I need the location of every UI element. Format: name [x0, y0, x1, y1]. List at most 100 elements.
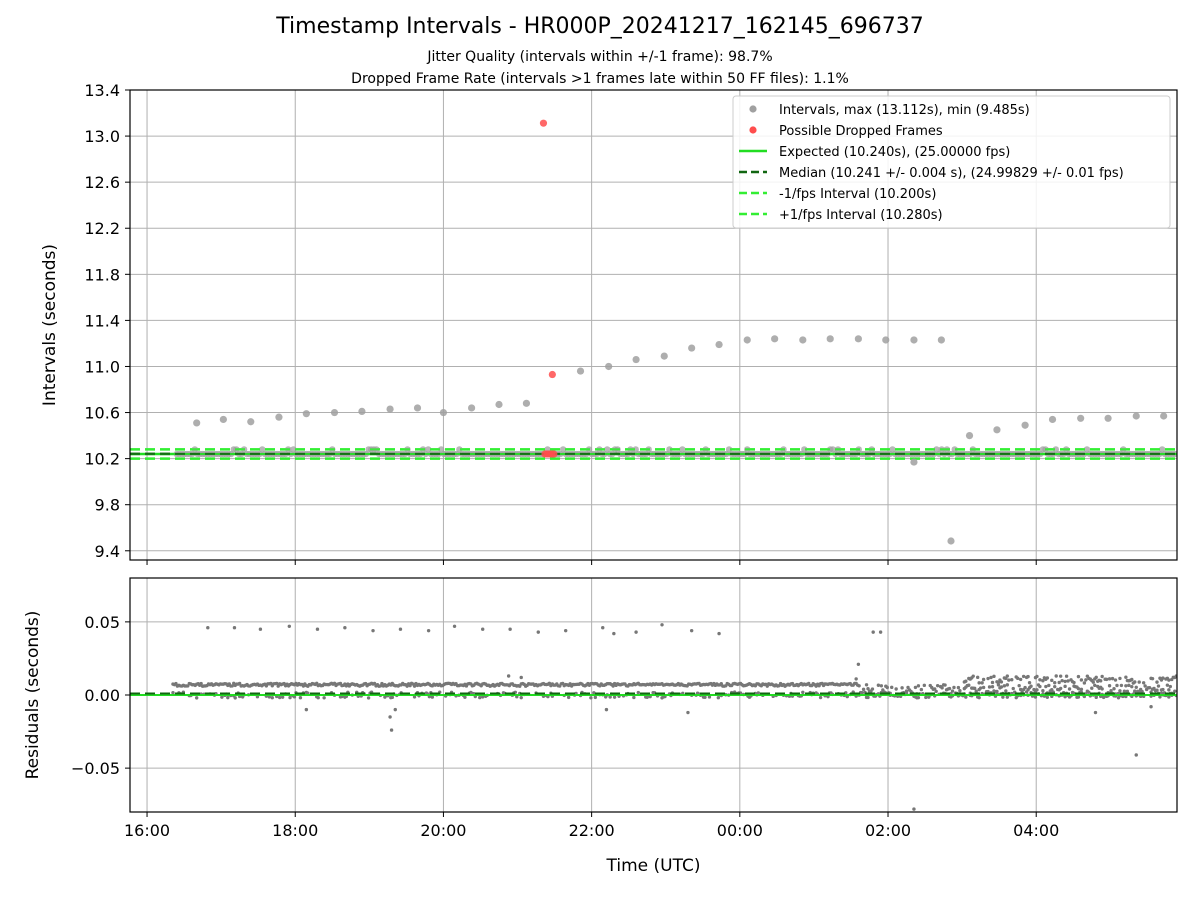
residual-point — [703, 695, 707, 699]
legend-entry: -1/fps Interval (10.200s) — [779, 187, 936, 202]
residual-point — [1038, 678, 1042, 682]
residual-outlier-point — [604, 707, 609, 712]
residual-point — [916, 684, 921, 688]
residual-point — [1165, 683, 1170, 687]
residual-point — [237, 681, 242, 686]
residual-outlier-point — [508, 627, 512, 631]
x-tick-label: 02:00 — [865, 821, 911, 840]
residual-point — [1035, 674, 1039, 679]
residual-point — [1076, 695, 1081, 699]
residual-point — [864, 683, 869, 687]
residual-point — [974, 689, 978, 693]
residual-point — [1063, 679, 1067, 684]
residual-outlier-point — [912, 807, 916, 811]
interval-point — [882, 336, 890, 344]
interval-point — [247, 418, 255, 426]
residual-point — [958, 689, 962, 693]
residual-point — [1026, 674, 1030, 679]
residual-point — [519, 695, 523, 700]
residual-outlier-point — [1149, 705, 1153, 709]
residual-point — [1112, 687, 1116, 691]
residual-point — [1079, 678, 1084, 682]
residual-point — [220, 695, 224, 699]
residual-outlier-point — [371, 628, 375, 633]
residual-point — [372, 681, 377, 686]
y-tick-label: 11.4 — [84, 311, 120, 330]
residual-outlier-point — [232, 626, 237, 630]
legend-entry: Expected (10.240s), (25.00000 fps) — [779, 145, 1010, 160]
interval-point — [358, 407, 366, 415]
residual-point — [978, 686, 983, 690]
residual-point — [1066, 679, 1070, 683]
residual-point — [298, 696, 303, 700]
residual-point — [645, 695, 649, 699]
residual-outlier-point — [388, 715, 392, 719]
residual-outlier-point — [634, 630, 638, 634]
residual-point — [481, 695, 485, 699]
residual-point — [199, 681, 203, 686]
residual-point — [992, 674, 996, 679]
residual-point — [1115, 683, 1119, 688]
y-tick-label: 13.0 — [84, 127, 120, 146]
residual-point — [593, 695, 598, 700]
residual-point — [1067, 687, 1072, 691]
y-tick-label: 12.2 — [84, 219, 120, 238]
residual-point — [894, 687, 898, 691]
residual-point — [1174, 674, 1177, 678]
residual-point — [980, 681, 984, 685]
residual-point — [1087, 690, 1091, 695]
y-tick-label: 10.6 — [84, 404, 120, 423]
interval-point — [965, 431, 974, 440]
interval-point — [1132, 412, 1140, 420]
residual-point — [1147, 686, 1152, 690]
residual-point — [1173, 689, 1177, 693]
residual-point — [996, 683, 1001, 687]
residual-point — [986, 689, 990, 694]
residual-point — [989, 675, 993, 680]
x-tick-label: 04:00 — [1013, 821, 1059, 840]
residual-outlier-point — [287, 624, 292, 628]
residual-outlier-point — [506, 674, 511, 678]
residual-point — [1041, 689, 1045, 693]
y-tick-label: −0.05 — [71, 759, 120, 778]
residual-point — [1124, 675, 1128, 679]
chart-title: Timestamp Intervals - HR000P_20241217_16… — [276, 14, 924, 39]
residual-point — [390, 695, 395, 700]
residual-point — [1167, 695, 1171, 699]
residual-point — [1005, 683, 1010, 687]
interval-point — [910, 458, 918, 466]
residual-point — [316, 695, 320, 700]
residual-point — [1015, 676, 1020, 681]
residual-point — [1094, 695, 1098, 700]
interval-point — [1160, 412, 1168, 420]
residual-outlier-point — [519, 675, 523, 680]
residual-point — [999, 680, 1004, 684]
residual-point — [1005, 674, 1010, 678]
residual-point — [267, 695, 272, 699]
y-tick-label: 0.00 — [84, 686, 120, 705]
residual-point — [478, 695, 482, 700]
residual-outlier-point — [1134, 753, 1138, 757]
residual-point — [611, 684, 615, 688]
residual-point — [1082, 681, 1087, 685]
residual-point — [194, 696, 199, 700]
residual-outlier-point — [854, 677, 858, 681]
residual-outlier-point — [452, 624, 457, 628]
residual-point — [950, 689, 955, 693]
residual-point — [1118, 676, 1122, 681]
residual-point — [1063, 684, 1067, 689]
jitter-quality-subtitle: Jitter Quality (intervals within +/-1 fr… — [427, 49, 773, 65]
residual-point — [1118, 689, 1122, 693]
interval-point — [439, 408, 448, 417]
residual-point — [1023, 685, 1027, 690]
residual-point — [1161, 687, 1165, 692]
interval-point — [467, 404, 476, 412]
residual-point — [270, 695, 274, 700]
residual-point — [1005, 695, 1010, 699]
residual-point — [366, 696, 371, 700]
legend-marker-dropped — [749, 126, 757, 134]
residual-point — [1057, 680, 1061, 685]
x-tick-label: 22:00 — [569, 821, 615, 840]
residual-point — [870, 687, 875, 691]
residual-point — [973, 686, 977, 691]
